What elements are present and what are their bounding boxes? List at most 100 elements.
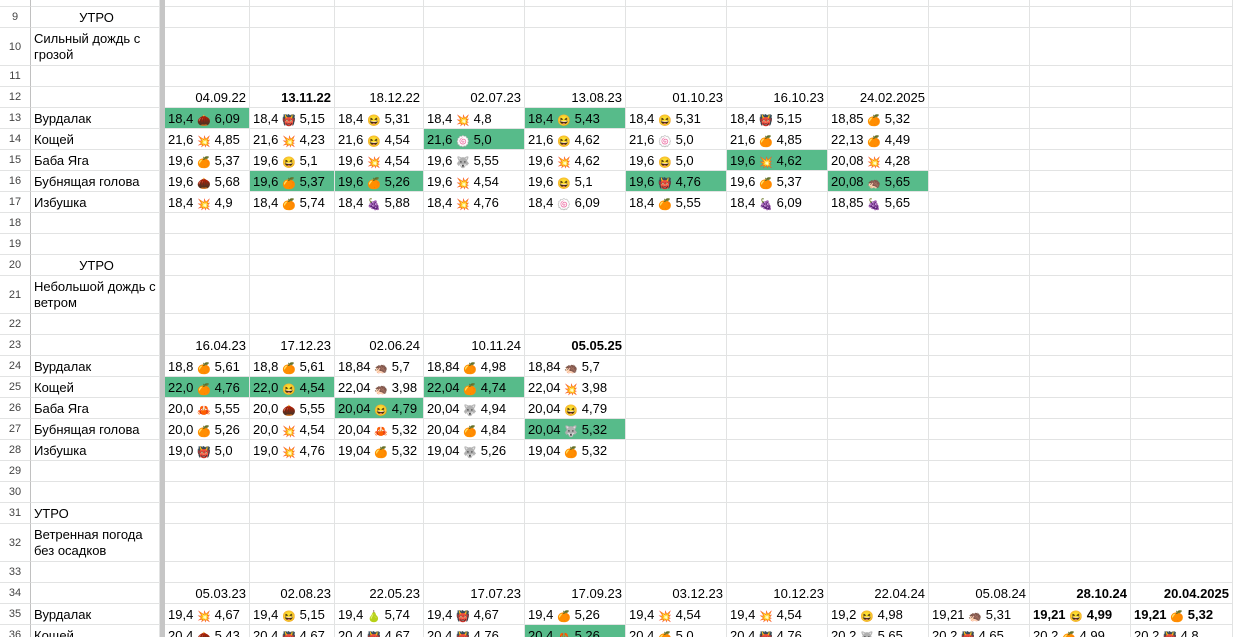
cell-empty[interactable] <box>929 171 1030 192</box>
data-cell[interactable]: 20,04 🐺 5,32 <box>525 419 626 440</box>
cell-empty[interactable] <box>1030 562 1131 583</box>
cell-empty[interactable] <box>727 213 828 234</box>
cell-empty[interactable] <box>727 440 828 461</box>
cell-empty[interactable] <box>1030 213 1131 234</box>
data-cell[interactable]: 20,4 👹 4,67 <box>250 625 335 637</box>
cell-empty[interactable] <box>335 482 424 503</box>
date-header[interactable]: 28.10.24 <box>1030 583 1131 604</box>
row-header[interactable]: 15 <box>0 150 31 171</box>
cell-empty[interactable] <box>424 524 525 562</box>
data-cell[interactable]: 21,6 💥 4,23 <box>250 129 335 150</box>
cell-empty[interactable] <box>1030 398 1131 419</box>
cell-empty[interactable] <box>1131 28 1233 66</box>
cell-empty[interactable] <box>335 0 424 7</box>
cell-empty[interactable] <box>1030 440 1131 461</box>
cell-empty[interactable] <box>1131 335 1233 356</box>
cell-empty[interactable] <box>828 0 929 7</box>
cell-empty[interactable] <box>929 335 1030 356</box>
cell-empty[interactable] <box>31 562 160 583</box>
cell-empty[interactable] <box>165 28 250 66</box>
cell-empty[interactable] <box>1030 66 1131 87</box>
character-name[interactable]: Бубнящая голова <box>31 171 160 192</box>
cell-empty[interactable] <box>424 234 525 255</box>
data-cell[interactable]: 20,04 🐺 4,94 <box>424 398 525 419</box>
cell-empty[interactable] <box>525 461 626 482</box>
cell-empty[interactable] <box>929 419 1030 440</box>
weather-condition[interactable]: Небольшой дождь с ветром <box>31 276 160 314</box>
data-cell[interactable]: 21,6 🍥 5,0 <box>424 129 525 150</box>
cell-empty[interactable] <box>165 461 250 482</box>
cell-empty[interactable] <box>424 482 525 503</box>
frozen-column-divider[interactable] <box>160 0 165 637</box>
cell-empty[interactable] <box>727 276 828 314</box>
cell-empty[interactable] <box>626 7 727 28</box>
cell-empty[interactable] <box>31 87 160 108</box>
cell-empty[interactable] <box>335 255 424 276</box>
cell-empty[interactable] <box>1030 503 1131 524</box>
date-header[interactable]: 02.07.23 <box>424 87 525 108</box>
cell-empty[interactable] <box>250 503 335 524</box>
cell-empty[interactable] <box>626 213 727 234</box>
cell-empty[interactable] <box>727 461 828 482</box>
section-label[interactable]: УТРО <box>31 503 160 524</box>
cell-empty[interactable] <box>626 482 727 503</box>
date-header[interactable]: 10.12.23 <box>727 583 828 604</box>
row-header[interactable]: 21 <box>0 276 31 314</box>
data-cell[interactable]: 19,6 👹 4,76 <box>626 171 727 192</box>
data-cell[interactable]: 20,08 🦔 5,65 <box>828 171 929 192</box>
cell-empty[interactable] <box>335 562 424 583</box>
cell-empty[interactable] <box>929 28 1030 66</box>
data-cell[interactable]: 20,04 😆 4,79 <box>525 398 626 419</box>
row-header[interactable]: 16 <box>0 171 31 192</box>
cell-empty[interactable] <box>929 440 1030 461</box>
cell-empty[interactable] <box>727 0 828 7</box>
cell-empty[interactable] <box>929 314 1030 335</box>
cell-empty[interactable] <box>31 583 160 604</box>
row-header[interactable]: 25 <box>0 377 31 398</box>
cell-empty[interactable] <box>727 234 828 255</box>
cell-empty[interactable] <box>626 255 727 276</box>
data-cell[interactable]: 19,6 🍊 5,37 <box>250 171 335 192</box>
cell-empty[interactable] <box>828 276 929 314</box>
row-header[interactable]: 10 <box>0 28 31 66</box>
cell-empty[interactable] <box>165 0 250 7</box>
cell-empty[interactable] <box>929 7 1030 28</box>
data-cell[interactable]: 19,6 🌰 5,68 <box>165 171 250 192</box>
date-header[interactable]: 22.05.23 <box>335 583 424 604</box>
cell-empty[interactable] <box>727 255 828 276</box>
data-cell[interactable]: 20,2 🍊 4,99 <box>1030 625 1131 637</box>
cell-empty[interactable] <box>1131 234 1233 255</box>
row-header[interactable]: 33 <box>0 562 31 583</box>
data-cell[interactable]: 20,4 👹 4,76 <box>727 625 828 637</box>
cell-empty[interactable] <box>525 255 626 276</box>
date-header[interactable]: 13.11.22 <box>250 87 335 108</box>
cell-empty[interactable] <box>626 377 727 398</box>
cell-empty[interactable] <box>1030 524 1131 562</box>
data-cell[interactable]: 19,4 👹 4,67 <box>424 604 525 625</box>
cell-empty[interactable] <box>250 314 335 335</box>
cell-empty[interactable] <box>1030 0 1131 7</box>
cell-empty[interactable] <box>929 503 1030 524</box>
cell-empty[interactable] <box>165 213 250 234</box>
data-cell[interactable]: 22,04 💥 3,98 <box>525 377 626 398</box>
cell-empty[interactable] <box>31 335 160 356</box>
cell-empty[interactable] <box>727 377 828 398</box>
character-name[interactable]: Бубнящая голова <box>31 419 160 440</box>
cell-empty[interactable] <box>525 524 626 562</box>
data-cell[interactable]: 19,4 😆 5,15 <box>250 604 335 625</box>
data-cell[interactable]: 19,6 😆 5,1 <box>250 150 335 171</box>
cell-empty[interactable] <box>1030 129 1131 150</box>
cell-empty[interactable] <box>165 7 250 28</box>
data-cell[interactable]: 19,6 💥 4,62 <box>727 150 828 171</box>
row-header[interactable]: 27 <box>0 419 31 440</box>
cell-empty[interactable] <box>929 524 1030 562</box>
cell-empty[interactable] <box>165 482 250 503</box>
data-cell[interactable]: 18,4 😆 5,31 <box>335 108 424 129</box>
cell-empty[interactable] <box>1131 398 1233 419</box>
data-cell[interactable]: 19,04 🍊 5,32 <box>335 440 424 461</box>
row-header[interactable]: 22 <box>0 314 31 335</box>
date-header[interactable]: 02.06.24 <box>335 335 424 356</box>
data-cell[interactable]: 19,4 🍊 5,26 <box>525 604 626 625</box>
cell-empty[interactable] <box>1030 171 1131 192</box>
row-header[interactable]: 36 <box>0 625 31 637</box>
